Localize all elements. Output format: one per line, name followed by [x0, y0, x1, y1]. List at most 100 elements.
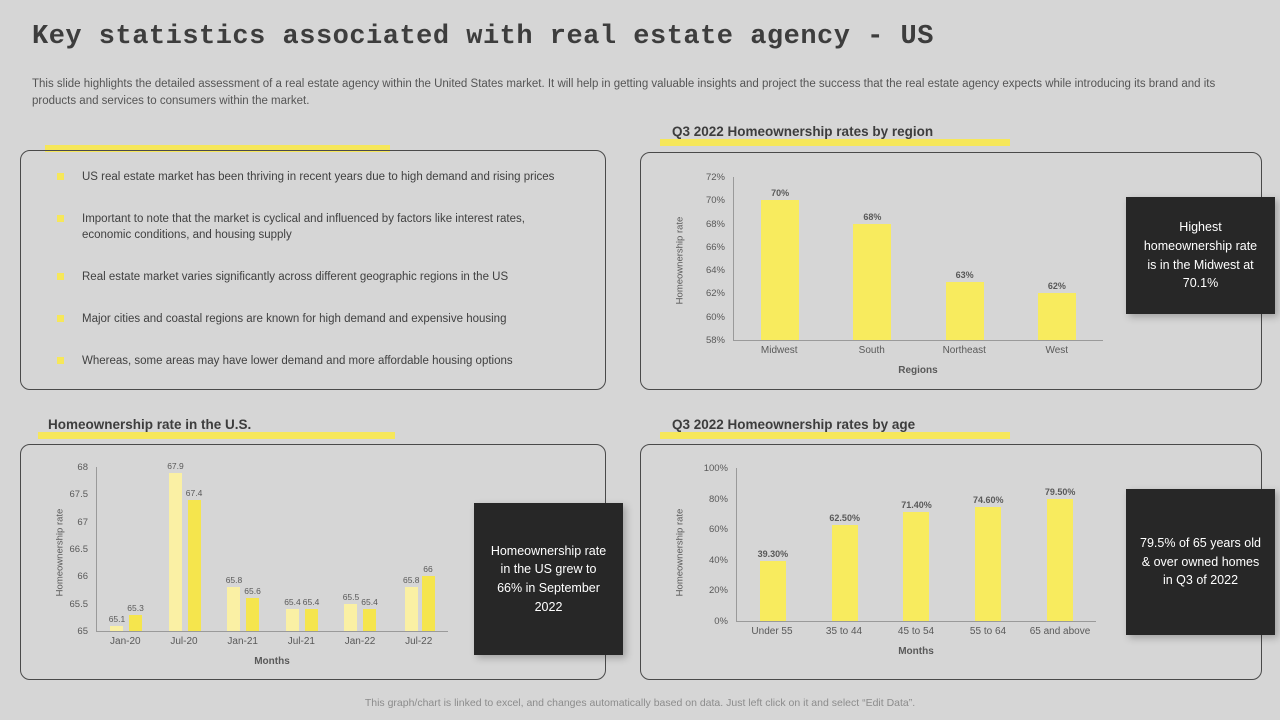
chart-plot-area: 68 67.5 67 66.5 66 65.5 65 65.1 65.3 67.9 67.4 65.… — [41, 461, 448, 667]
bullet-square-icon — [57, 356, 64, 364]
bar — [227, 587, 241, 631]
slide-description: This slide highlights the detailed asses… — [32, 78, 1216, 107]
chart-us-rate[interactable]: Homeownership rate 68 67.5 67 66.5 66 65.5 65 … — [20, 444, 606, 680]
x-category-label: 35 to 44 — [825, 626, 863, 637]
bar — [168, 472, 182, 631]
bar-value-label: 67.4 — [185, 487, 203, 498]
x-category-label: 55 to 64 — [969, 626, 1007, 637]
bar — [831, 525, 858, 621]
x-category-label: Under 55 — [751, 626, 793, 637]
bar — [421, 576, 435, 631]
bar — [975, 506, 1002, 621]
bar-value-label: 65.8 — [402, 575, 420, 586]
bar — [1037, 293, 1076, 340]
accent-strip — [45, 145, 390, 152]
bar-value-label: 65.4 — [302, 597, 320, 608]
bar-group: 68% — [826, 212, 918, 340]
y-tick-label: 60% — [705, 311, 725, 323]
bar-value-label: 65.4 — [284, 597, 301, 608]
bar-value-label: 66 — [423, 564, 433, 575]
x-category-label: 45 to 54 — [897, 626, 935, 637]
key-points-panel: US real estate market has been thriving … — [20, 150, 606, 390]
bar-group: 65.5 65.4 — [331, 592, 390, 631]
y-tick-label: 66% — [705, 241, 725, 253]
x-category-label: West — [1045, 345, 1069, 356]
chart-plot-area: 72% 70% 68% 66% 64% 62% 60% 58% 70% 68% 63% 62% Mi… — [681, 172, 1103, 376]
x-category-label: Jul-22 — [405, 636, 433, 647]
x-category-label: Jul-21 — [287, 636, 315, 647]
bar — [363, 609, 377, 631]
y-tick-label: 67.5 — [69, 489, 89, 501]
y-tick-label: 80% — [708, 493, 728, 505]
y-axis: 68 67.5 67 66.5 66 65.5 65 — [41, 462, 96, 637]
y-tick-label: 65.5 — [69, 598, 89, 610]
bullet-item: Whereas, some areas may have lower deman… — [57, 353, 575, 369]
chart-region[interactable]: Homeownership rate 72% 70% 68% 66% 64% 62% 60%… — [640, 152, 1262, 390]
bar-value-label: 65.5 — [342, 591, 360, 602]
plot: 70% 68% 63% 62% — [733, 177, 1103, 341]
bar-group: 62% — [1011, 281, 1103, 340]
bar-group: 65.4 65.4 — [273, 597, 332, 631]
y-tick-label: 62% — [705, 288, 725, 300]
x-axis: Under 55 35 to 44 45 to 54 55 to 64 65 and a… — [736, 626, 1096, 638]
bullet-square-icon — [57, 273, 64, 280]
bar-value-label: 63% — [955, 269, 974, 280]
bar-value-label: 62% — [1047, 281, 1066, 292]
chart-title-age: Q3 2022 Homeownership rates by age — [672, 417, 916, 432]
bar — [853, 223, 892, 340]
y-tick-label: 66.5 — [69, 544, 89, 555]
bar — [761, 200, 800, 340]
bar-value-label: 70% — [771, 188, 790, 199]
y-tick-label: 70% — [705, 195, 725, 207]
bar-value-label: 79.50% — [1044, 487, 1076, 498]
y-axis: 72% 70% 68% 66% 64% 62% 60% 58% — [681, 172, 733, 346]
bar-value-label: 65.4 — [361, 597, 378, 608]
y-tick-label: 68% — [705, 218, 725, 230]
y-tick-label: 58% — [705, 335, 725, 346]
bar-value-label: 62.50% — [829, 513, 860, 524]
bar-group: 71.40% — [881, 500, 953, 621]
x-category-label: Jul-20 — [170, 636, 198, 647]
callout-us-rate: Homeownership rate in the US grew to 66%… — [474, 503, 623, 655]
bar-group: 74.60% — [952, 495, 1024, 621]
bar — [304, 609, 318, 631]
bar-group: 63% — [919, 270, 1011, 340]
y-tick-label: 60% — [708, 524, 728, 536]
accent-strip — [660, 139, 1010, 146]
bar — [759, 560, 786, 621]
chart-plot-area: 100% 80% 60% 40% 20% 0% 39.30% 62.50% 71.40% 74.… — [681, 463, 1096, 657]
bullet-item: US real estate market has been thriving … — [57, 169, 575, 185]
bullet-square-icon — [57, 214, 64, 222]
bar-value-label: 39.30% — [757, 548, 789, 559]
accent-strip — [38, 432, 395, 439]
bar-value-label: 65.1 — [108, 613, 126, 624]
y-tick-label: 20% — [708, 585, 728, 597]
bar-value-label: 74.60% — [973, 494, 1004, 505]
x-axis-title: Months — [254, 655, 290, 667]
bullet-text: Major cities and coastal regions are kno… — [82, 312, 507, 325]
y-tick-label: 72% — [705, 172, 725, 183]
x-axis: Midwest South Northeast West — [733, 345, 1103, 357]
bar-group: 65.8 65.6 — [214, 575, 273, 631]
footer-note: This graph/chart is linked to excel, and… — [364, 697, 916, 709]
bar — [129, 614, 143, 631]
y-tick-label: 66 — [77, 571, 88, 583]
bullet-square-icon — [57, 314, 64, 322]
bar — [187, 499, 201, 631]
chart-age[interactable]: Homeownership rate 100% 80% 60% 40% 20% 0% 39… — [640, 444, 1262, 680]
bar-group: 67.9 67.4 — [156, 461, 215, 631]
bar-group: 70% — [734, 188, 826, 340]
x-category-label: Jan-22 — [344, 636, 376, 647]
bullet-text: Important to note that the market is cyc… — [82, 212, 525, 242]
bar — [903, 511, 930, 621]
y-tick-label: 0% — [714, 616, 728, 627]
bar — [110, 625, 124, 631]
callout-region: Highest homeownership rate is in the Mid… — [1126, 197, 1275, 314]
x-category-label: 65 and above — [1029, 626, 1091, 637]
callout-age: 79.5% of 65 years old & over owned homes… — [1126, 489, 1275, 635]
x-category-label: Jan-20 — [110, 636, 141, 647]
x-category-label: South — [858, 345, 885, 356]
y-tick-label: 65 — [77, 626, 88, 637]
bar-value-label: 65.8 — [225, 575, 243, 586]
bar — [1047, 499, 1074, 621]
